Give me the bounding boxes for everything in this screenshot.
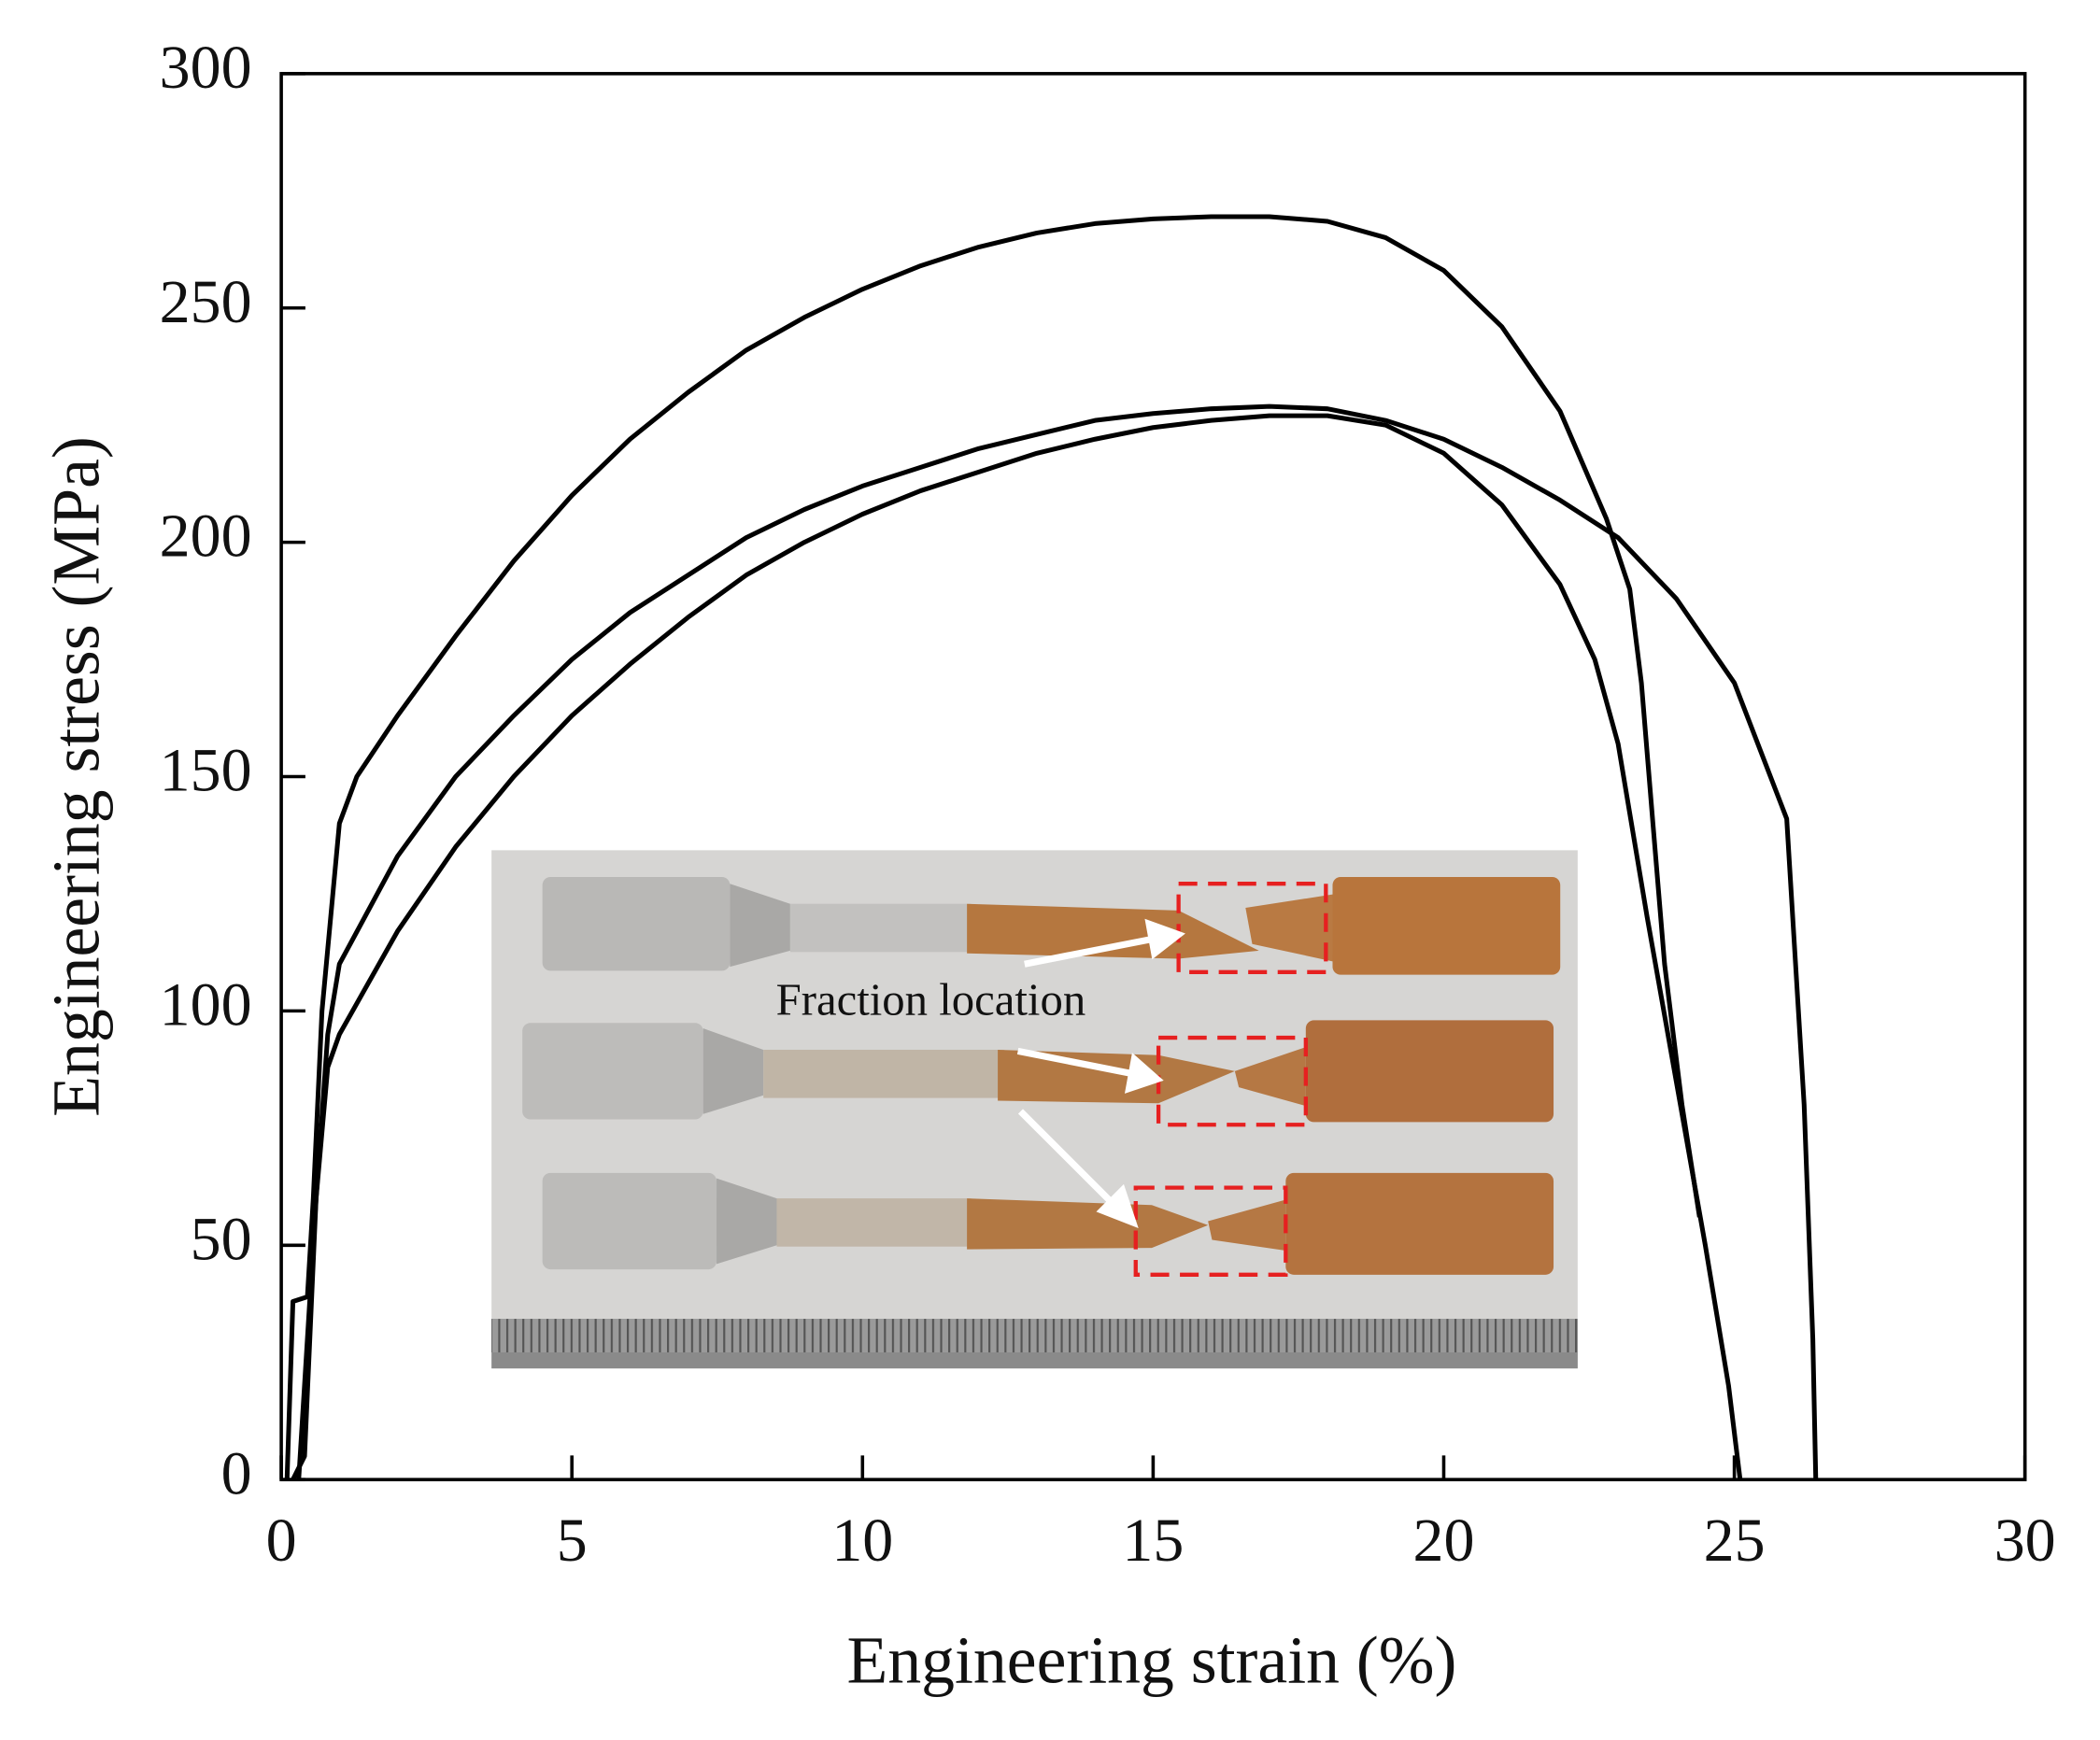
ruler-scale: [491, 1319, 1578, 1352]
y-axis-label: Engineering stress (MPa): [38, 436, 113, 1117]
y-tick-label: 50: [191, 1205, 252, 1273]
specimen: [542, 877, 1561, 975]
annotation: Fraction location: [776, 974, 1086, 1025]
arrows: [1016, 918, 1185, 1229]
y-tick-label: 250: [160, 268, 252, 336]
x-tick-label: 10: [831, 1507, 893, 1575]
x-tick-label: 0: [266, 1507, 297, 1575]
specimen: [542, 1172, 1554, 1275]
x-tick-label: 20: [1413, 1507, 1475, 1575]
x-tick-label: 15: [1122, 1507, 1184, 1575]
curve: [291, 413, 1743, 1481]
x-tick-label: 25: [1704, 1507, 1766, 1575]
y-tick-label: 0: [221, 1439, 252, 1507]
fracture-box: [1176, 882, 1328, 974]
y-tick-label: 200: [160, 502, 252, 571]
y-tick-label: 150: [160, 737, 252, 805]
y-tick-label: 300: [160, 34, 252, 102]
specimen: [522, 1020, 1554, 1123]
fracture-box: [1133, 1185, 1288, 1277]
specimen-photo: Fraction location: [491, 850, 1578, 1369]
x-axis-label: Engineering strain (%): [847, 1622, 1457, 1697]
x-tick-label: 5: [557, 1507, 588, 1575]
x-tick-label: 30: [1994, 1507, 2056, 1575]
curve: [296, 403, 1819, 1480]
y-tick-label: 100: [160, 971, 252, 1040]
curve: [284, 214, 1702, 1480]
